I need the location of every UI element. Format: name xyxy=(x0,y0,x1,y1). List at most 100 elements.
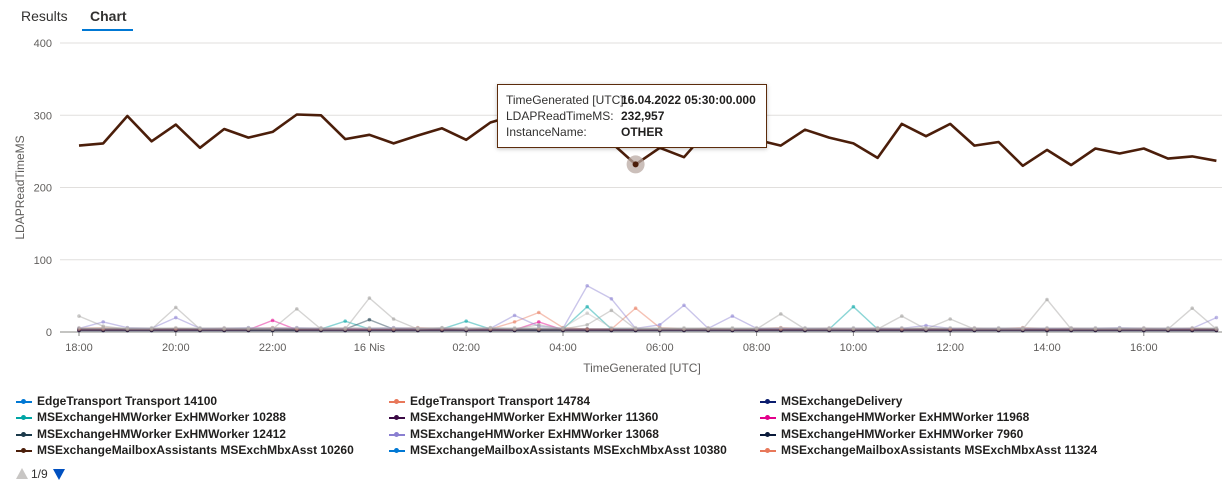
data-point xyxy=(658,325,662,330)
x-axis-title: TimeGenerated [UTC] xyxy=(583,361,701,375)
data-point xyxy=(779,312,783,316)
legend-label: MSExchangeHMWorker ExHMWorker 10288 xyxy=(37,410,286,425)
tooltip-value: 16.04.2022 05:30:00.000 xyxy=(621,93,756,107)
tab-bar: Results Chart xyxy=(0,0,1223,34)
data-point xyxy=(440,325,444,330)
legend-label: EdgeTransport Transport 14784 xyxy=(410,394,591,408)
legend-marker xyxy=(21,399,26,404)
y-tick-label: 200 xyxy=(34,183,52,195)
data-point xyxy=(1045,297,1049,302)
data-point xyxy=(512,325,517,330)
tooltip-value: 232,957 xyxy=(621,109,665,123)
data-point xyxy=(1214,325,1219,330)
legend-label: MSExchangeDelivery xyxy=(781,394,903,408)
chart-tooltip: TimeGenerated [UTC]: 16.04.2022 05:30:00… xyxy=(497,84,767,148)
data-point xyxy=(198,325,202,330)
data-point xyxy=(77,325,81,330)
data-point xyxy=(585,304,589,309)
data-point xyxy=(295,325,299,330)
hover-point xyxy=(632,161,639,168)
data-point xyxy=(174,325,178,330)
tooltip-key: TimeGenerated [UTC]: xyxy=(506,93,627,107)
tab-chart[interactable]: Chart xyxy=(90,8,127,24)
data-point xyxy=(464,319,469,323)
data-point xyxy=(512,313,517,318)
data-point xyxy=(730,325,735,330)
legend-page-up-icon[interactable] xyxy=(16,468,28,479)
data-point xyxy=(827,325,831,330)
y-tick-label: 100 xyxy=(34,255,52,267)
x-tick-label: 22:00 xyxy=(259,342,287,354)
data-point xyxy=(125,325,130,330)
data-point xyxy=(779,325,783,330)
data-point xyxy=(1142,325,1146,330)
y-axis-title: LDAPReadTimeMS xyxy=(13,135,27,239)
data-point xyxy=(948,317,952,321)
data-point xyxy=(585,327,589,331)
legend-label: MSExchangeHMWorker ExHMWorker 12412 xyxy=(37,426,286,441)
tooltip-key: LDAPReadTimeMS: xyxy=(506,109,614,123)
data-point xyxy=(996,325,1001,330)
data-point xyxy=(391,317,396,321)
data-point xyxy=(900,325,904,330)
legend-label: MSExchangeMailboxAssistants MSExchMbxAss… xyxy=(410,442,727,457)
legend-marker xyxy=(765,431,770,437)
data-point xyxy=(585,283,589,288)
data-point xyxy=(319,325,323,330)
data-point xyxy=(295,307,299,311)
legend-label: MSExchangeMailboxAssistants MSExchMbxAss… xyxy=(781,442,1098,457)
data-point xyxy=(537,310,541,315)
tab-results[interactable]: Results xyxy=(21,8,68,24)
data-point xyxy=(1190,306,1194,310)
x-tick-label: 04:00 xyxy=(549,342,577,354)
series-line xyxy=(79,312,1217,329)
data-point xyxy=(1069,325,1073,330)
y-tick-label: 300 xyxy=(34,110,52,122)
data-point xyxy=(972,325,977,330)
data-point xyxy=(367,296,372,300)
legend-label: MSExchangeHMWorker ExHMWorker 13068 xyxy=(410,426,659,441)
data-point xyxy=(537,325,541,330)
data-point xyxy=(633,325,638,330)
legend-label: MSExchangeHMWorker ExHMWorker 11360 xyxy=(410,410,659,425)
x-tick-label: 06:00 xyxy=(646,342,674,354)
data-point xyxy=(730,314,735,318)
data-point xyxy=(1045,325,1049,330)
legend-label: MSExchangeHMWorker ExHMWorker 7960 xyxy=(781,426,1024,441)
data-point xyxy=(246,325,251,330)
data-point xyxy=(851,304,856,309)
data-point xyxy=(948,325,952,330)
data-point xyxy=(851,325,856,330)
legend-marker xyxy=(21,447,26,453)
legend-label: MSExchangeMailboxAssistants MSExchMbxAss… xyxy=(37,442,354,457)
data-point xyxy=(464,325,469,330)
data-point xyxy=(1166,325,1170,330)
x-tick-label: 16 Nis xyxy=(354,342,386,354)
series-line xyxy=(78,297,1217,330)
legend-marker xyxy=(394,415,399,421)
legend-page-count: 1/9 xyxy=(31,467,48,481)
x-tick-label: 08:00 xyxy=(743,342,771,354)
legend-marker xyxy=(21,431,26,437)
series-line xyxy=(78,113,1217,168)
x-tick-label: 18:00 xyxy=(65,342,93,354)
tooltip-key: InstanceName: xyxy=(506,125,587,139)
data-point xyxy=(658,322,662,327)
data-point xyxy=(1117,325,1122,330)
x-tick-label: 12:00 xyxy=(936,342,964,354)
legend-page-down-icon[interactable] xyxy=(53,469,65,480)
legend-marker xyxy=(394,399,399,404)
data-point xyxy=(416,325,420,330)
line-chart: 0 100 200 300 400 18:00 20:00 22:00 16 Nis 02:00 0… xyxy=(13,38,1222,375)
data-point xyxy=(900,314,904,318)
data-point xyxy=(488,325,493,330)
data-point xyxy=(609,325,614,330)
legend-marker xyxy=(765,415,770,421)
legend-marker xyxy=(21,415,26,421)
data-point xyxy=(77,314,81,318)
data-point xyxy=(682,303,686,308)
data-point xyxy=(682,325,686,330)
data-point xyxy=(391,325,396,330)
legend-marker xyxy=(765,447,770,453)
series-line xyxy=(79,319,1217,330)
